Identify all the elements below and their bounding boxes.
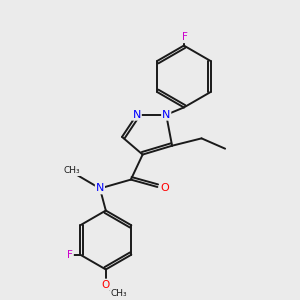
Text: N: N bbox=[162, 110, 170, 120]
Text: CH₃: CH₃ bbox=[64, 166, 80, 175]
Text: F: F bbox=[182, 32, 188, 42]
Text: N: N bbox=[96, 183, 104, 194]
Text: O: O bbox=[160, 183, 169, 194]
Text: CH₃: CH₃ bbox=[111, 289, 128, 298]
Text: N: N bbox=[133, 110, 141, 120]
Text: O: O bbox=[102, 280, 110, 290]
Text: F: F bbox=[67, 250, 73, 260]
